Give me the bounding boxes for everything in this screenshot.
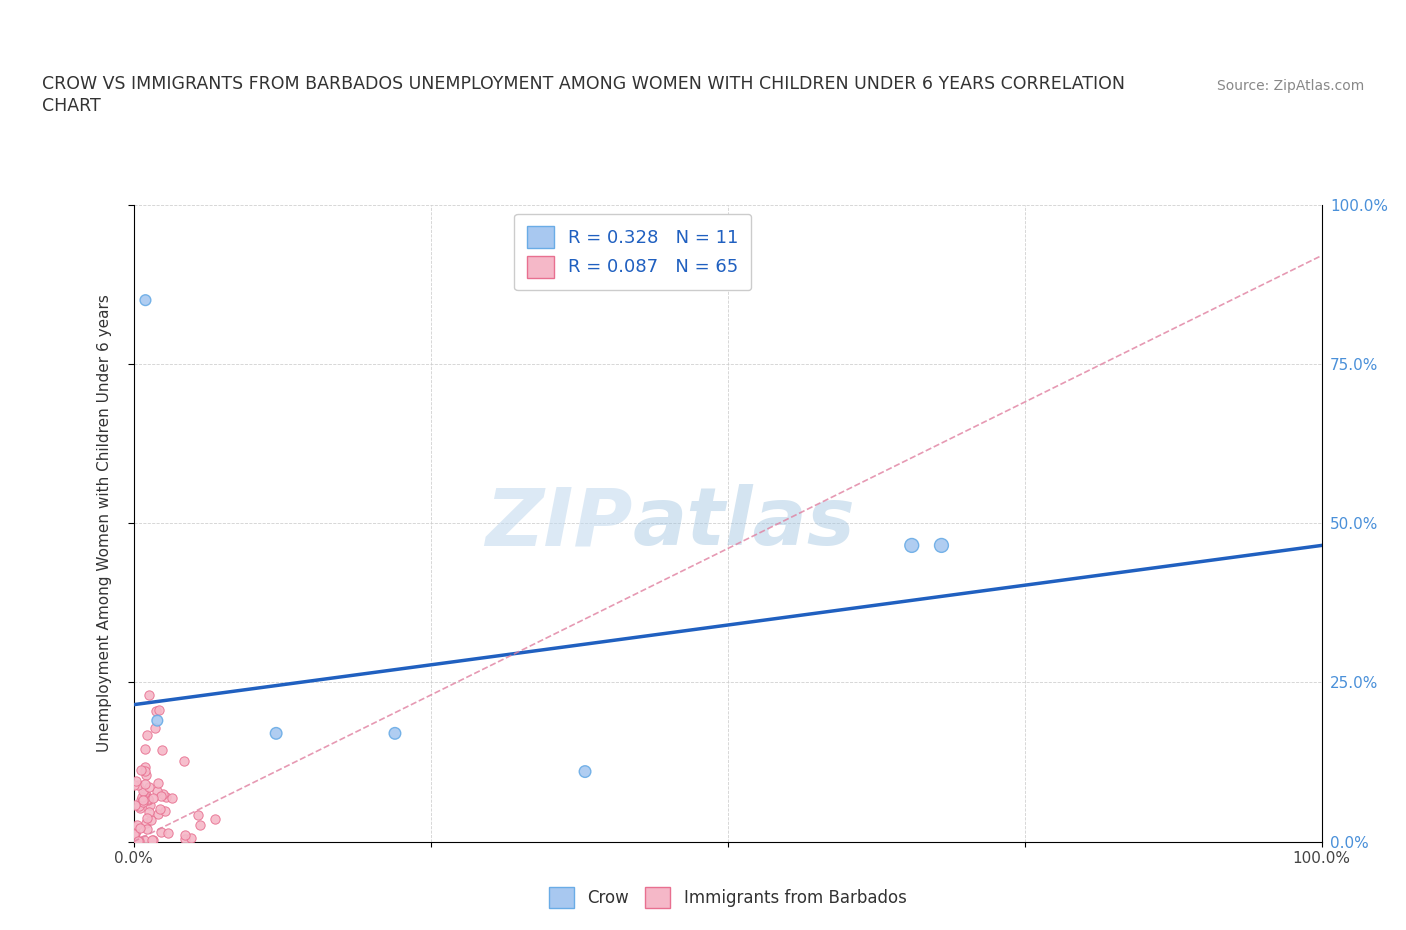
Text: ZIP: ZIP [485,485,633,562]
Point [149,802,172,817]
Point [132,795,155,810]
Point [135,816,157,830]
Point [142,833,165,848]
Text: CHART: CHART [42,98,101,115]
Point [131,763,153,777]
Text: Source: ZipAtlas.com: Source: ZipAtlas.com [1216,79,1364,93]
Point [173,753,195,768]
Point [132,832,155,847]
Point [900,538,922,552]
Point [152,786,174,801]
Point [124,826,146,841]
Point [129,820,152,835]
Point [162,790,184,805]
Point [180,831,202,846]
Point [574,764,596,779]
Point [173,828,195,843]
Point [148,702,170,717]
Point [138,793,160,808]
Point [124,797,146,812]
Point [135,727,157,742]
Point [132,793,155,808]
Point [174,832,197,847]
Point [125,817,148,832]
Point [139,813,162,828]
Point [145,703,167,718]
Point [132,787,155,802]
Point [146,806,169,821]
Point [135,788,157,803]
Point [187,807,209,822]
Point [124,820,146,835]
Point [129,793,152,808]
Point [138,791,160,806]
Point [124,826,146,841]
Point [142,790,165,805]
Point [204,812,226,827]
Point [153,804,176,818]
Point [146,776,169,790]
Point [136,811,159,826]
Point [150,824,173,839]
Point [384,726,406,741]
Point [138,688,160,703]
Point [131,790,153,804]
Point [127,833,149,848]
Text: CROW VS IMMIGRANTS FROM BARBADOS UNEMPLOYMENT AMONG WOMEN WITH CHILDREN UNDER 6 : CROW VS IMMIGRANTS FROM BARBADOS UNEMPLO… [42,75,1125,93]
Text: atlas: atlas [633,485,855,562]
Point [264,726,287,741]
Point [146,713,169,728]
Point [138,779,160,794]
Point [122,827,145,842]
Point [134,764,156,778]
Point [122,777,145,792]
Point [129,801,152,816]
Legend: Crow, Immigrants from Barbados: Crow, Immigrants from Barbados [540,879,915,916]
Point [136,822,159,837]
Point [136,791,159,806]
Point [152,743,174,758]
Y-axis label: Unemployment Among Women with Children Under 6 years: Unemployment Among Women with Children U… [97,294,112,752]
Point [127,777,149,792]
Point [124,774,146,789]
Point [188,817,211,832]
Point [135,768,157,783]
Point [134,293,156,308]
Point [155,790,177,804]
Point [132,784,155,799]
Point [128,834,150,849]
Point [141,833,163,848]
Point [157,826,180,841]
Point [139,798,162,813]
Point [134,777,156,791]
Point [149,789,172,804]
Point [134,741,156,756]
Point [931,538,953,552]
Point [138,804,160,819]
Point [146,784,169,799]
Point [134,759,156,774]
Point [143,721,166,736]
Point [128,799,150,814]
